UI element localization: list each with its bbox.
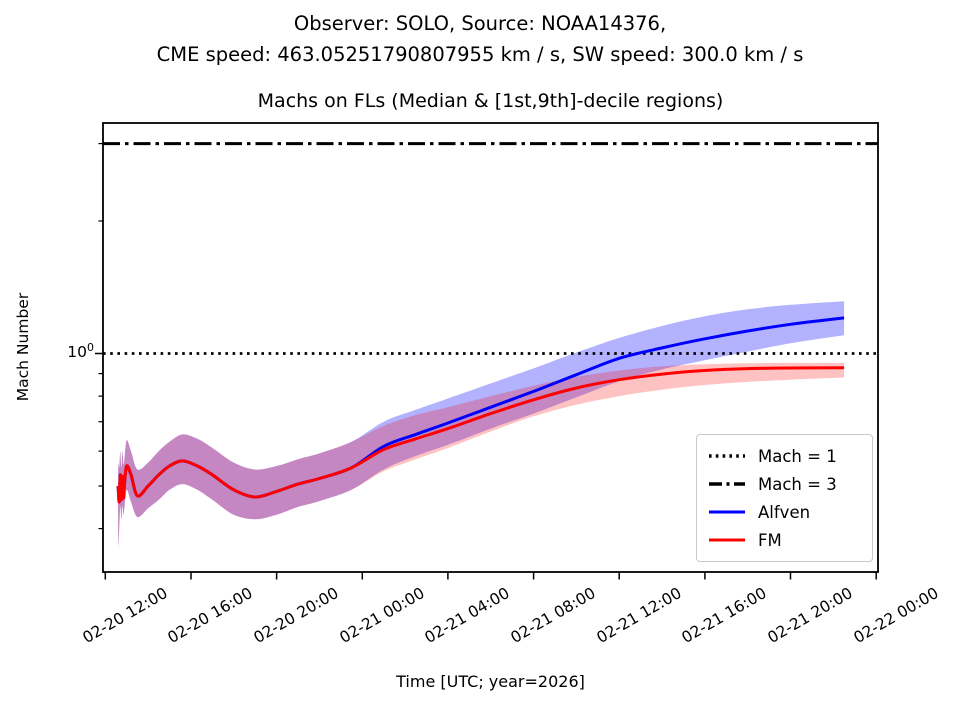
y-tick-base: 10 (67, 343, 87, 362)
legend-item-mach-1: Mach = 1 (707, 442, 862, 470)
legend-sample-mach-1 (709, 454, 745, 458)
legend: Mach = 1 Mach = 3 Alfven FM (696, 434, 873, 562)
y-tick-exponent: 0 (87, 341, 94, 354)
fm-decile-band (118, 362, 845, 549)
figure-title-line1: Observer: SOLO, Source: NOAA14376, (293, 12, 667, 35)
legend-label-mach-1: Mach = 1 (758, 446, 837, 466)
figure-title: Observer: SOLO, Source: NOAA14376, CME s… (0, 8, 960, 70)
alfven-decile-band (118, 301, 845, 549)
legend-sample-mach-3 (709, 482, 745, 486)
legend-sample-alfven (709, 510, 745, 514)
legend-label-alfven: Alfven (758, 502, 811, 522)
legend-item-alfven: Alfven (707, 498, 862, 526)
y-axis-label: Mach Number (14, 292, 32, 402)
legend-label-mach-3: Mach = 3 (758, 474, 837, 494)
figure-title-line2: CME speed: 463.05251790807955 km / s, SW… (156, 43, 804, 66)
legend-item-mach-3: Mach = 3 (707, 470, 862, 498)
y-tick-label: 100 (67, 341, 94, 361)
legend-label-fm: FM (758, 530, 782, 550)
x-axis-label: Time [UTC; year=2026] (396, 672, 585, 691)
legend-sample-fm (709, 538, 745, 542)
fm-median-line (116, 366, 845, 504)
axes-title: Machs on FLs (Median & [1st,9th]-decile … (257, 90, 724, 112)
legend-item-fm: FM (707, 526, 862, 554)
plot-border (102, 122, 879, 573)
